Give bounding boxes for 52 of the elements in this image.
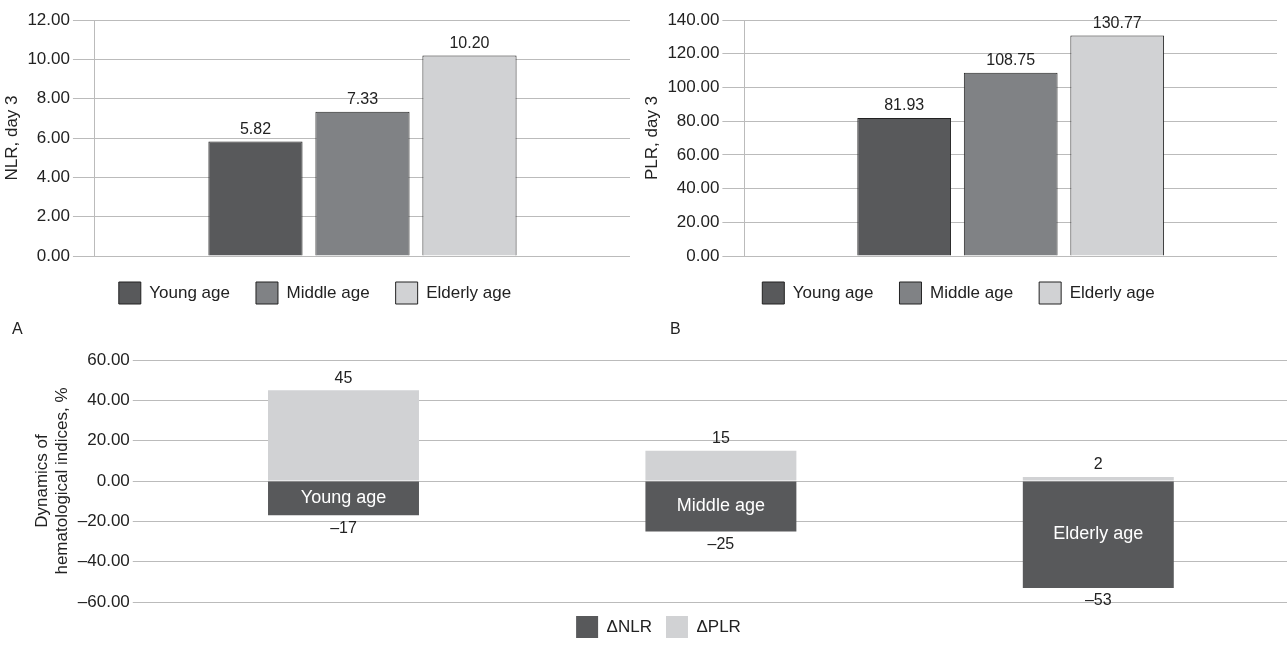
bar [1022,481,1174,588]
legend-label: Middle age [929,282,1014,302]
y-tick-label: –60.00 [77,591,130,611]
data-label: 130.77 [1092,13,1142,31]
y-tick-label: 120.00 [667,43,720,63]
y-tick-label: 60.00 [676,144,720,164]
bar [268,390,419,481]
legend-label: Elderly age [426,282,512,302]
y-tick-label: 20.00 [676,211,720,231]
data-label: –25 [707,534,735,552]
legend-label: Young age [792,282,874,302]
y-axis-title: PLR, day 3 [641,95,661,181]
data-label: –53 [1084,591,1112,609]
y-tick-label: 8.00 [36,88,70,108]
legend-label: ΔNLR [606,616,652,636]
data-label: 15 [712,429,730,447]
bar [645,481,797,532]
y-tick-label: 0.00 [686,245,720,265]
y-tick-label: 0.00 [36,245,70,265]
bar [645,450,797,481]
data-label: 45 [334,368,353,386]
y-tick-label: 10.00 [27,49,70,69]
y-tick-label: –20.00 [77,511,130,531]
y-tick-label: 12.00 [27,9,70,29]
data-label: 108.75 [986,51,1036,69]
data-label: 2 [1093,455,1103,473]
legend-label: ΔPLR [696,616,741,636]
legend-label: Young age [149,282,230,302]
y-tick-label: 40.00 [87,390,130,410]
y-tick-label: 80.00 [676,110,720,130]
y-tick-label: 2.00 [36,206,70,226]
legend-label: Middle age [286,282,370,302]
y-tick-label: 140.00 [667,9,720,29]
data-label: 10.20 [449,33,490,51]
text: B [670,320,681,338]
data-label: 5.82 [239,119,272,137]
y-tick-label: 60.00 [87,349,130,369]
bar [1022,476,1174,481]
y-tick-label: 100.00 [667,77,720,97]
y-tick-label: 40.00 [676,178,720,198]
y-tick-label: 0.00 [96,470,130,490]
data-label: 7.33 [346,90,379,108]
data-label: –17 [330,518,357,536]
y-tick-label: 4.00 [36,167,70,187]
y-axis-title: Dynamics of hematological indices, % [31,387,72,575]
legend-label: Elderly age [1069,282,1155,302]
text: A [12,320,23,338]
y-tick-label: 20.00 [87,430,130,450]
data-label: 81.93 [884,96,925,114]
y-tick-label: 6.00 [36,127,70,147]
y-tick-label: –40.00 [77,551,130,571]
y-axis-title: NLR, day 3 [1,95,21,181]
